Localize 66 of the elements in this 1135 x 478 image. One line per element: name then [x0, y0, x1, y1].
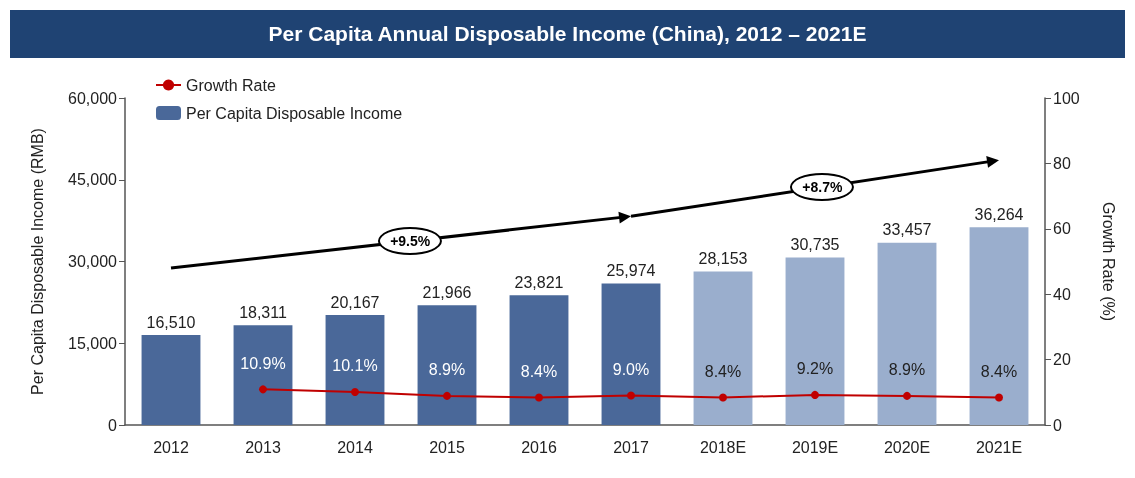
bar: [509, 295, 569, 425]
data-label: 8.4%: [980, 363, 1018, 381]
data-label: 8.4%: [520, 363, 558, 381]
data-label: 10.1%: [332, 357, 378, 375]
y-tick-label: 60,000: [68, 89, 118, 107]
data-label: 21,966: [422, 283, 472, 301]
x-tick-label: 2012: [153, 438, 189, 456]
point: [903, 391, 911, 400]
legend-label: Growth Rate: [186, 76, 276, 94]
legend-label: Per Capita Disposable Income: [186, 104, 403, 122]
x-tick-label: 2019E: [791, 438, 839, 456]
x-tick-label: 2013: [245, 438, 281, 456]
y2-tick-label: 0: [1053, 416, 1062, 434]
data-label: 25,974: [606, 261, 656, 279]
data-label: 16,510: [146, 313, 196, 331]
data-label: 10.9%: [240, 354, 286, 372]
data-label: 18,311: [239, 303, 287, 321]
y-tick-label: 30,000: [68, 253, 118, 270]
y2-axis-title: Growth Rate (%): [1099, 201, 1117, 322]
data-label: 23,821: [514, 273, 564, 291]
data-label: 28,153: [698, 250, 748, 268]
annotation: +8.7%: [790, 173, 855, 202]
point: [719, 393, 727, 402]
bar: [417, 305, 477, 425]
x-tick-label: 2020E: [883, 438, 931, 456]
y2-tick-label: 80: [1053, 154, 1071, 172]
point: [259, 385, 267, 394]
bar: [233, 325, 293, 425]
x-tick-label: 2016: [521, 438, 557, 456]
bar: [877, 242, 937, 425]
data-label: 8.4%: [704, 363, 742, 381]
data-label: 8.9%: [888, 361, 926, 379]
y-tick-label: 15,000: [68, 334, 118, 352]
point: [535, 393, 543, 402]
x-tick-label: 2015: [429, 438, 465, 456]
x-tick-label: 2021E: [975, 438, 1023, 456]
bar: [325, 315, 385, 425]
data-label: 9.2%: [796, 360, 834, 378]
y-tick-label: 0: [108, 416, 118, 434]
y2-tick-label: 20: [1053, 351, 1071, 369]
x-tick-label: 2018E: [699, 438, 747, 456]
point: [811, 390, 819, 399]
bar: [969, 227, 1029, 425]
y2-tick-label: 100: [1053, 89, 1080, 107]
x-tick-label: 2014: [337, 438, 373, 456]
point: [443, 391, 451, 400]
annotation: +9.5%: [378, 227, 443, 256]
data-label: 33,457: [882, 221, 932, 239]
bar: [693, 271, 753, 425]
y-tick-label: 45,000: [68, 171, 118, 189]
data-label: 36,264: [974, 205, 1024, 223]
data-label: 8.9%: [428, 361, 466, 379]
data-label: 9.0%: [612, 361, 650, 379]
bar: [601, 283, 661, 425]
data-label: 30,735: [790, 235, 840, 253]
point: [351, 387, 359, 396]
bar: [141, 335, 201, 425]
bar: [785, 257, 845, 425]
data-label: 20,167: [330, 293, 380, 311]
y2-tick-label: 60: [1053, 220, 1071, 238]
chart-title: Per Capita Annual Disposable Income (China), 2012 – 2021E: [10, 10, 1125, 58]
y2-tick-label: 40: [1053, 285, 1071, 303]
point: [995, 393, 1003, 402]
x-tick-label: 2017: [613, 438, 649, 456]
y-axis-title: Per Capita Disposable Income (RMB): [28, 128, 46, 395]
point: [627, 391, 635, 400]
